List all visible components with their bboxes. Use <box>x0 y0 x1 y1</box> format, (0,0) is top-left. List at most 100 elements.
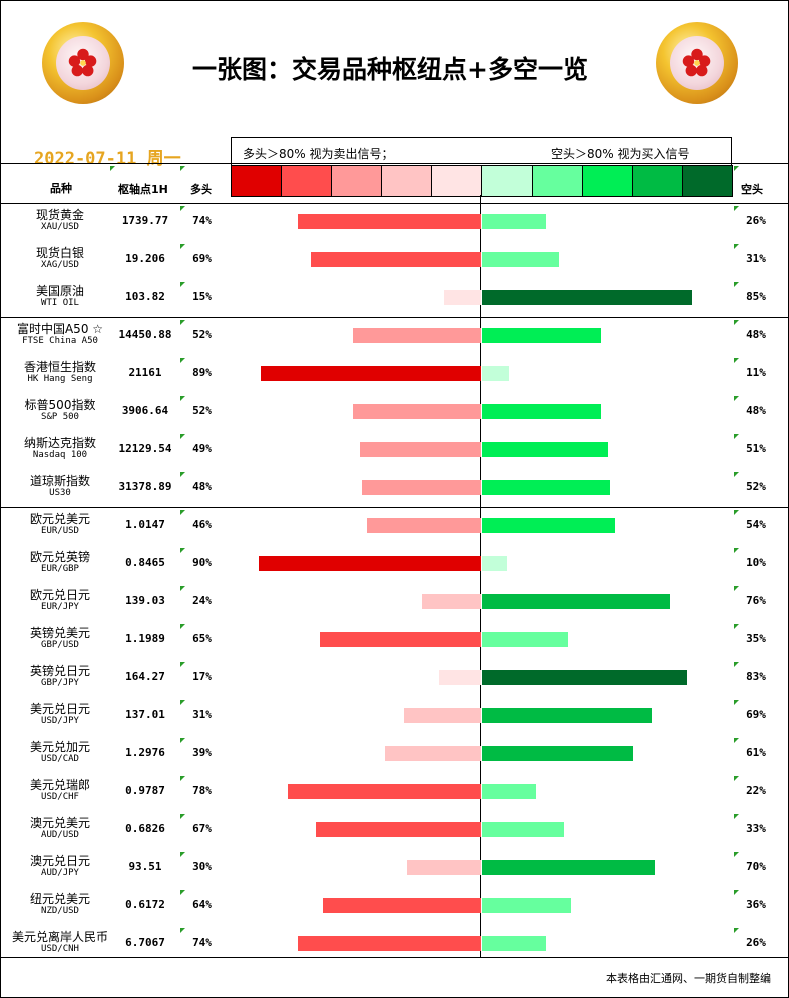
corner-tick <box>180 776 185 781</box>
short-percent-label: 54% <box>746 518 766 531</box>
long-percent-label: 39% <box>192 746 212 759</box>
short-percent-label: 33% <box>746 822 766 835</box>
pivot-value: 164.27 <box>125 670 165 683</box>
short-percent-label: 11% <box>746 366 766 379</box>
corner-tick <box>734 700 739 705</box>
pivot-value: 19.206 <box>125 252 165 265</box>
symbol-en-label: WTI OIL <box>41 298 79 308</box>
short-percent-label: 22% <box>746 784 766 797</box>
table-row: 现货白银 XAG/USD 19.206 69% 31% <box>0 241 789 279</box>
table-row: 香港恒生指数 HK Hang Seng 21161 89% 11% <box>0 355 789 393</box>
short-percent-label: 10% <box>746 556 766 569</box>
pivot-value: 1.1989 <box>125 632 165 645</box>
col-header-pivot: 枢轴点1H <box>118 183 168 196</box>
corner-tick <box>110 166 115 171</box>
symbol-en-label: USD/JPY <box>41 716 79 726</box>
table-row: 英镑兑日元 GBP/JPY 164.27 17% 83% <box>0 659 789 697</box>
pivot-value: 3906.64 <box>121 404 169 417</box>
corner-tick <box>734 396 739 401</box>
long-bar <box>298 214 481 229</box>
symbol-en-label: USD/CNH <box>41 944 79 954</box>
symbol-en-label: NZD/USD <box>41 906 79 916</box>
logo-left <box>42 22 124 104</box>
corner-tick <box>734 662 739 667</box>
short-percent-label: 26% <box>746 936 766 949</box>
symbol-cn-label: 富时中国A50 ☆ <box>16 322 104 336</box>
long-percent-label: 90% <box>192 556 212 569</box>
short-percent-label: 70% <box>746 860 766 873</box>
table-row: 现货黄金 XAU/USD 1739.77 74% 26% <box>0 203 789 241</box>
scale-swatch <box>282 166 333 196</box>
long-percent-label: 67% <box>192 822 212 835</box>
long-bar <box>404 708 481 723</box>
short-bar <box>482 290 692 305</box>
short-bar <box>482 898 571 913</box>
symbol-cn-label: 美元兑日元 <box>29 702 90 716</box>
scale-swatch <box>682 166 732 196</box>
short-bar <box>482 328 601 343</box>
pivot-value: 6.7067 <box>125 936 165 949</box>
short-bar <box>482 556 507 571</box>
symbol-cn-label: 香港恒生指数 <box>23 360 96 374</box>
corner-tick <box>734 510 739 515</box>
table-row: 澳元兑美元 AUD/USD 0.6826 67% 33% <box>0 811 789 849</box>
short-percent-label: 85% <box>746 290 766 303</box>
long-percent-label: 15% <box>192 290 212 303</box>
long-signal-note: 多头＞80% 视为卖出信号； <box>243 147 394 161</box>
corner-tick <box>734 548 739 553</box>
divider <box>0 957 789 958</box>
symbol-en-label: FTSE China A50 <box>22 336 98 346</box>
long-percent-label: 74% <box>192 936 212 949</box>
col-header-long: 多头 <box>190 183 212 196</box>
table-row: 纽元兑美元 NZD/USD 0.6172 64% 36% <box>0 887 789 925</box>
long-bar <box>443 290 481 305</box>
long-percent-label: 49% <box>192 442 212 455</box>
corner-tick <box>734 624 739 629</box>
long-bar <box>406 860 481 875</box>
table-row: 美国原油 WTI OIL 103.82 15% 85% <box>0 279 789 317</box>
divider <box>0 163 789 164</box>
corner-tick <box>734 738 739 743</box>
long-percent-label: 17% <box>192 670 212 683</box>
long-percent-label: 30% <box>192 860 212 873</box>
pivot-value: 14450.88 <box>118 328 172 341</box>
symbol-cn-label: 现货白银 <box>35 246 84 260</box>
pivot-value: 12129.54 <box>118 442 172 455</box>
table-row: 标普500指数 S&P 500 3906.64 52% 48% <box>0 393 789 431</box>
corner-tick <box>180 510 185 515</box>
short-bar <box>482 480 611 495</box>
corner-tick <box>734 166 739 171</box>
short-bar <box>482 860 655 875</box>
table-row: 欧元兑美元 EUR/USD 1.0147 46% 54% <box>0 507 789 545</box>
corner-tick <box>180 548 185 553</box>
table-row: 美元兑加元 USD/CAD 1.2976 39% 61% <box>0 735 789 773</box>
short-bar <box>482 594 670 609</box>
legend-box <box>231 137 732 167</box>
long-percent-label: 52% <box>192 404 212 417</box>
pivot-value: 137.01 <box>125 708 165 721</box>
long-bar <box>288 784 481 799</box>
symbol-cn-label: 英镑兑美元 <box>29 626 90 640</box>
scale-swatch <box>482 166 533 196</box>
short-bar <box>482 670 687 685</box>
short-bar <box>482 936 547 951</box>
divider <box>0 317 789 318</box>
symbol-cn-label: 道琼斯指数 <box>29 474 90 488</box>
long-percent-label: 65% <box>192 632 212 645</box>
footer-note: 本表格由汇通网、一期货自制整编 <box>606 972 771 985</box>
corner-tick <box>180 928 185 933</box>
corner-tick <box>180 434 185 439</box>
corner-tick <box>180 662 185 667</box>
long-percent-label: 31% <box>192 708 212 721</box>
long-percent-label: 46% <box>192 518 212 531</box>
long-percent-label: 74% <box>192 214 212 227</box>
symbol-cn-label: 美元兑离岸人民币 <box>11 930 108 944</box>
long-percent-label: 24% <box>192 594 212 607</box>
short-bar <box>482 404 601 419</box>
corner-tick <box>734 434 739 439</box>
pivot-value: 1739.77 <box>121 214 169 227</box>
center-axis <box>480 195 481 957</box>
corner-tick <box>734 282 739 287</box>
pivot-value: 0.8465 <box>125 556 165 569</box>
symbol-en-label: EUR/GBP <box>41 564 79 574</box>
